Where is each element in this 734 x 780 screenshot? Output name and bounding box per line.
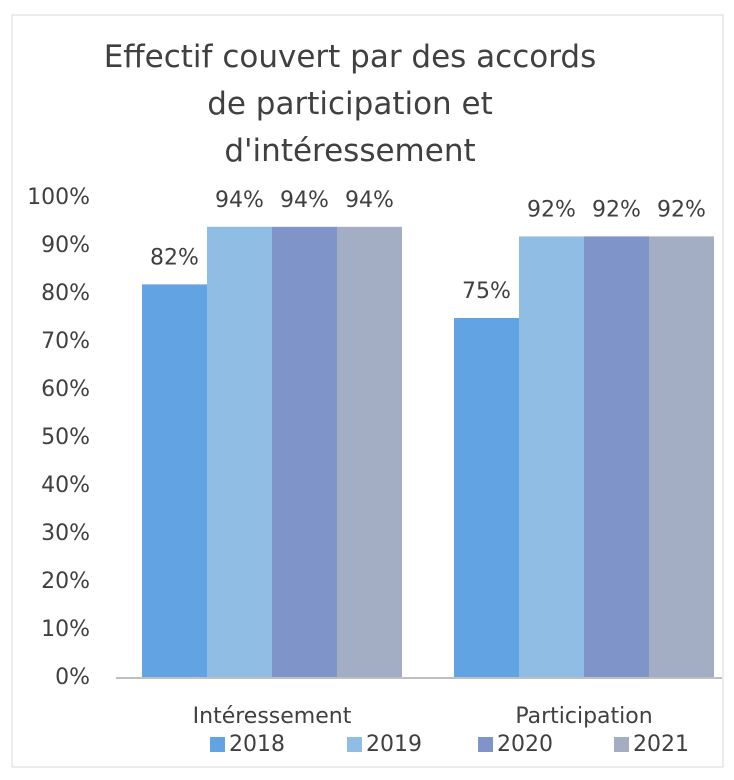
y-tick-label: 40%	[41, 473, 90, 498]
legend-label: 2019	[366, 732, 422, 757]
y-tick-label: 30%	[41, 521, 90, 546]
bar	[454, 318, 519, 678]
data-label: 75%	[462, 279, 511, 304]
bar	[519, 236, 584, 678]
data-label: 94%	[345, 188, 394, 213]
y-tick-label: 20%	[41, 569, 90, 594]
y-tick-label: 60%	[41, 377, 90, 402]
x-tick-label: Participation	[515, 704, 652, 729]
legend-swatch	[478, 737, 493, 752]
data-label: 92%	[592, 197, 641, 222]
bar	[207, 226, 272, 679]
bar	[272, 226, 337, 679]
legend-swatch	[614, 737, 629, 752]
y-tick-label: 10%	[41, 617, 90, 642]
chart-border	[11, 14, 724, 768]
y-tick-label: 0%	[55, 665, 90, 690]
legend-label: 2021	[633, 732, 689, 757]
data-label: 82%	[150, 245, 199, 270]
legend-label: 2020	[497, 732, 553, 757]
y-tick-label: 50%	[41, 425, 90, 450]
chart-title: Effectif couvert par des accords de part…	[103, 39, 597, 169]
data-label: 94%	[280, 188, 329, 213]
y-tick-label: 80%	[41, 281, 90, 306]
x-tick-label: Intéressement	[193, 704, 352, 729]
y-tick-label: 70%	[41, 329, 90, 354]
y-tick-label: 100%	[27, 185, 90, 210]
data-label: 94%	[215, 188, 264, 213]
y-tick-label: 90%	[41, 233, 90, 258]
data-label: 92%	[527, 197, 576, 222]
data-label: 92%	[657, 197, 706, 222]
bar	[142, 284, 207, 678]
bar	[649, 236, 714, 678]
legend-swatch	[210, 737, 225, 752]
legend-swatch	[347, 737, 362, 752]
bar	[337, 226, 402, 679]
bar	[584, 236, 649, 678]
legend-label: 2018	[229, 732, 285, 757]
